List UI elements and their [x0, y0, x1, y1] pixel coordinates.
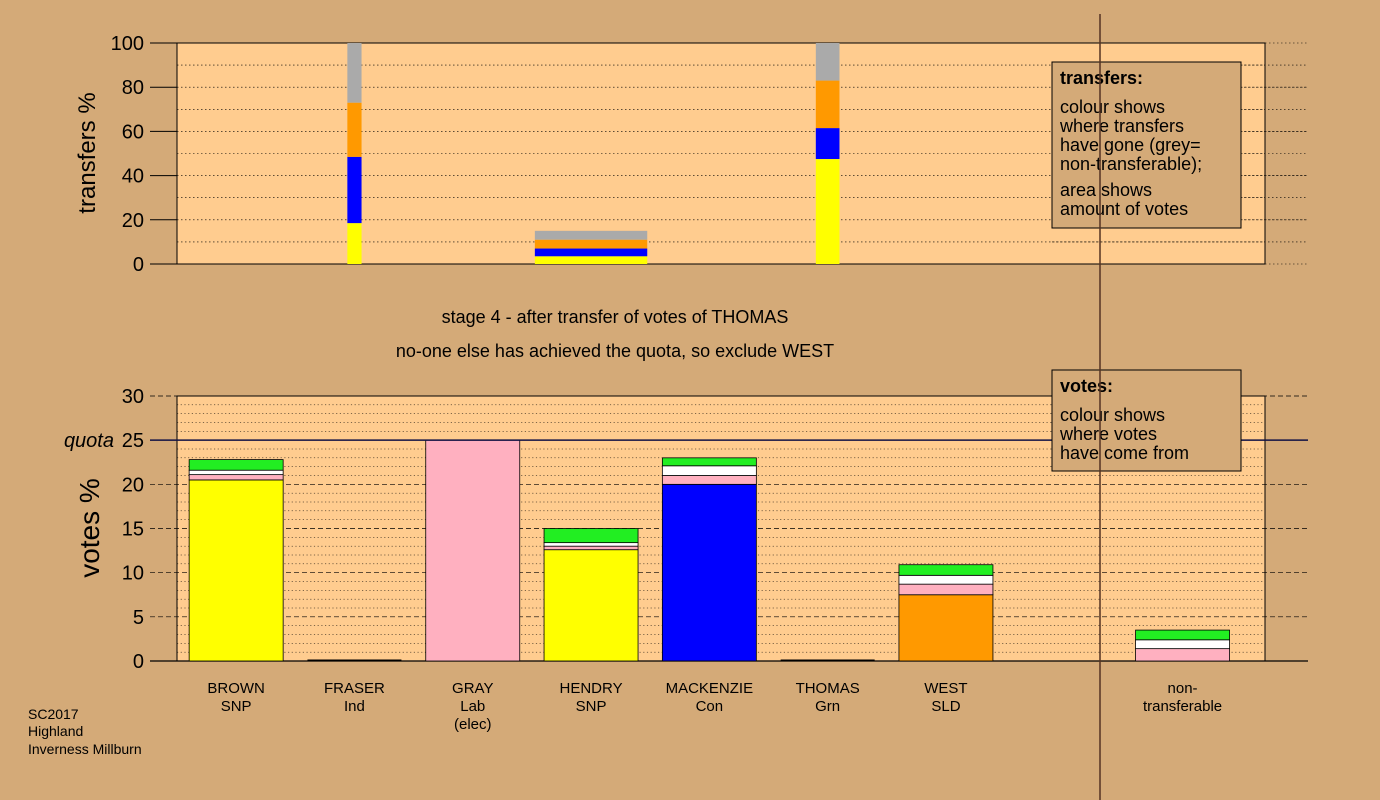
mackenzie-grn-segment: [661, 457, 757, 467]
non-transferable-grn-segment: [1135, 629, 1230, 641]
west-sld-segment: [898, 594, 994, 662]
non-transferable-lab-segment: [1135, 648, 1230, 662]
candidate-label-gray: GRAY Lab (elec): [452, 680, 493, 733]
transfer-from-brown-snp-segment: [347, 223, 362, 264]
hendry-snp-segment: [543, 549, 639, 662]
transfers-legend-line: where transfers: [1059, 116, 1184, 136]
transfer-from-thomas-snp-segment: [815, 159, 840, 264]
transfers-y-axis-label: transfers %: [74, 92, 101, 213]
brown-grn-segment: [188, 459, 284, 471]
transfers-y-tick-label: 40: [122, 166, 144, 188]
transfers-panel: 0 20 40 60 80 100 transfers % transfers: colo…: [74, 33, 1308, 276]
transfers-legend-title: transfers:: [1060, 68, 1143, 88]
transfers-y-tick-label: 20: [122, 210, 144, 232]
candidate-label-fraser: FRASER Ind: [324, 680, 385, 715]
brown-ind-segment: [188, 469, 284, 476]
votes-panel: 0 5 10 15 20 25 30 quota votes % BROWN SNP FRASE…: [64, 369, 1308, 733]
votes-y-tick-label: 0: [133, 651, 144, 673]
transfers-y-ticks: 0 20 40 60 80 100: [111, 33, 177, 276]
transfers-legend-line: area shows: [1060, 180, 1152, 200]
non-transferable-ind-segment: [1135, 639, 1230, 650]
footer-line3: Inverness Millburn: [28, 741, 142, 757]
votes-legend: votes: colour shows where votes have com…: [1051, 369, 1242, 472]
transfer-from-brown-con-segment: [347, 156, 362, 224]
votes-legend-line: have come from: [1060, 443, 1189, 463]
west-ind-segment: [898, 574, 994, 585]
transfer-from-gray-con-segment: [534, 248, 648, 257]
brown-snp-segment: [188, 479, 284, 662]
west-lab-segment: [898, 583, 994, 596]
hendry-lab-segment: [543, 545, 639, 551]
transfers-y-tick-label: 60: [122, 121, 144, 143]
votes-y-ticks: 0 5 10 15 20 25 30: [122, 386, 144, 673]
votes-y-axis-label: votes %: [74, 478, 105, 578]
hendry-ind-segment: [543, 542, 639, 547]
transfer-from-thomas-non-transferable-segment: [815, 43, 840, 81]
transfer-from-gray-non-transferable-segment: [534, 230, 648, 240]
footer-line2: Highland: [28, 723, 83, 739]
transfer-from-thomas-con-segment: [815, 128, 840, 160]
transfers-y-tick-label: 80: [122, 77, 144, 99]
mackenzie-lab-segment: [661, 475, 757, 485]
transfers-legend-line: non-transferable);: [1060, 154, 1202, 174]
transfers-y-tick-label: 0: [133, 254, 144, 276]
transfers-legend: transfers: colour shows where transfers …: [1051, 61, 1242, 229]
candidate-label-mackenzie: MACKENZIE Con: [666, 680, 754, 715]
transfers-bars: [347, 43, 840, 264]
votes-legend-title: votes:: [1060, 376, 1113, 396]
mackenzie-ind-segment: [661, 465, 757, 476]
mackenzie-con-segment: [661, 483, 757, 662]
transfers-legend-line: colour shows: [1060, 97, 1165, 117]
footer-line1: SC2017: [28, 706, 79, 722]
transfer-from-thomas-sld-segment: [815, 80, 840, 129]
votes-y-tick-label: 10: [122, 563, 144, 585]
candidate-label-thomas: THOMAS Grn: [796, 680, 860, 715]
candidate-label-hendry: HENDRY SNP: [560, 680, 623, 715]
candidate-label-brown: BROWN SNP: [207, 680, 265, 715]
votes-y-tick-label: 30: [122, 386, 144, 408]
transfers-y-tick-label: 100: [111, 33, 144, 55]
stage-caption-line1: stage 4 - after transfer of votes of THO…: [442, 307, 789, 327]
hendry-grn-segment: [543, 528, 639, 544]
votes-bars: [188, 439, 1230, 662]
candidate-label-west: WEST SLD: [924, 680, 967, 715]
votes-y-tick-label: 20: [122, 474, 144, 496]
west-grn-segment: [898, 564, 994, 576]
transfer-from-brown-non-transferable-segment: [347, 43, 362, 103]
transfers-legend-line: amount of votes: [1060, 199, 1188, 219]
votes-legend-line: where votes: [1059, 424, 1157, 444]
transfers-legend-line: have gone (grey=: [1060, 135, 1201, 155]
votes-y-tick-label: 5: [133, 607, 144, 629]
votes-legend-line: colour shows: [1060, 405, 1165, 425]
votes-y-tick-label: 25: [122, 430, 144, 452]
transfer-from-gray-sld-segment: [534, 239, 648, 249]
brown-lab-segment: [188, 474, 284, 481]
stage-caption-line2: no-one else has achieved the quota, so e…: [396, 341, 834, 361]
votes-y-tick-label: 15: [122, 519, 144, 541]
quota-label: quota: [64, 430, 114, 452]
candidate-label-non-transferable: non-transferable: [1143, 680, 1222, 715]
transfer-from-brown-sld-segment: [347, 102, 362, 157]
gray-lab-segment: [425, 439, 521, 662]
candidate-labels: BROWN SNP FRASER Ind GRAY Lab (elec) HENDRY SNP M…: [207, 680, 1222, 733]
transfer-from-gray-snp-segment: [534, 256, 648, 264]
